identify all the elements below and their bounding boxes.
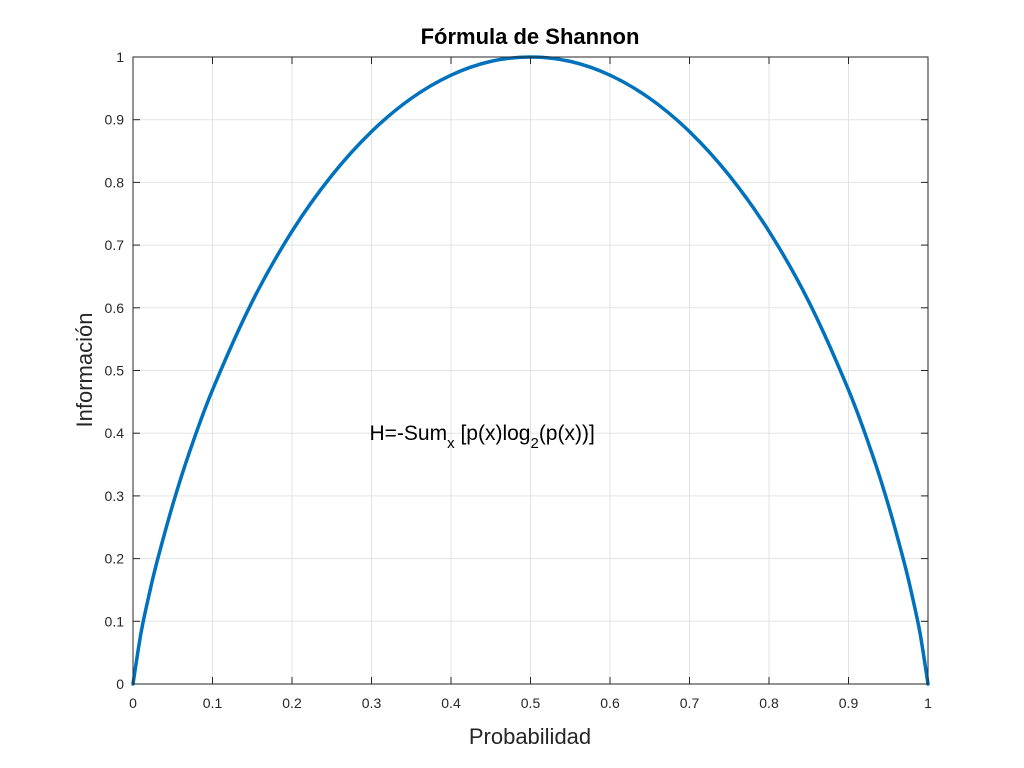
y-axis-label: Información [72,313,97,428]
y-tick-label: 0.5 [105,363,125,379]
y-tick-label: 0.9 [105,112,125,128]
y-tick-labels: 0 0.1 0.2 0.3 0.4 0.5 0.6 0.7 0.8 0.9 1 [105,49,125,692]
x-tick-label: 0.2 [282,695,302,711]
x-tick-labels: 0 0.1 0.2 0.3 0.4 0.5 0.6 0.7 0.8 0.9 1 [129,695,932,711]
y-tick-label: 0 [116,676,124,692]
y-tick-label: 1 [116,49,124,65]
formula-part-main2: [p(x)log [455,422,531,445]
formula-annotation: H=-Sumx [p(x)log2(p(x))] [370,422,595,452]
formula-subscript-2: 2 [530,435,538,452]
x-tick-label: 0.8 [759,695,779,711]
x-axis-label: Probabilidad [469,724,591,749]
x-tick-label: 0.1 [203,695,223,711]
y-tick-label: 0.3 [105,488,125,504]
x-tick-label: 1 [924,695,932,711]
formula-part-main1: H=-Sum [370,422,448,445]
formula-part-main3: (p(x))] [539,422,595,445]
tick-marks [132,56,929,685]
y-tick-label: 0.7 [105,237,125,253]
chart-title: Fórmula de Shannon [421,24,640,49]
y-tick-label: 0.1 [105,613,125,629]
x-tick-label: 0.4 [441,695,461,711]
x-tick-label: 0.6 [600,695,620,711]
x-tick-label: 0.3 [362,695,382,711]
x-tick-label: 0.7 [680,695,700,711]
y-tick-label: 0.4 [105,425,125,441]
y-tick-label: 0.8 [105,174,125,190]
x-tick-label: 0 [129,695,137,711]
x-tick-label: 0.5 [521,695,541,711]
y-tick-label: 0.6 [105,300,125,316]
y-tick-label: 0.2 [105,551,125,567]
x-tick-label: 0.9 [839,695,859,711]
formula-subscript-x: x [447,435,455,452]
